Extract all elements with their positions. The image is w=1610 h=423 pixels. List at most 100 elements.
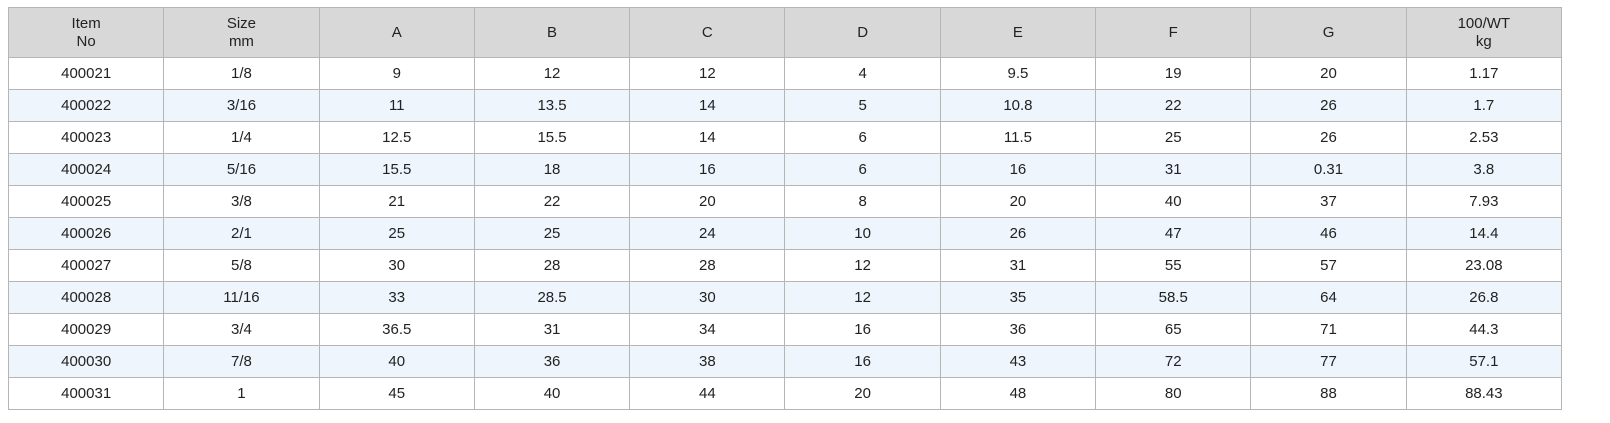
header-cell: Size mm	[163, 7, 320, 58]
table-cell: 10	[784, 217, 941, 250]
table-row: 400030 7/8 40 36 38 16 43 72 77 57.1	[7, 345, 1563, 378]
table-row: 400029 3/4 36.5 31 34 16 36 65 71 44.3	[7, 313, 1563, 346]
table-cell: 16	[939, 153, 1097, 186]
table-cell: 88	[1250, 377, 1407, 410]
header-text: G	[1322, 23, 1335, 41]
header-cell: Item No	[7, 7, 165, 58]
table-cell: 14	[629, 89, 786, 122]
table-cell: 400024	[7, 153, 165, 186]
header-text: C	[701, 23, 713, 41]
table-cell: 46	[1250, 217, 1407, 250]
table-cell: 44	[629, 377, 786, 410]
table-row: 400022 3/16 11 13.5 14 5 10.8 22 26 1.7	[7, 89, 1563, 122]
table-cell: 80	[1095, 377, 1252, 410]
table-cell: 14	[629, 121, 786, 154]
table-row: 400027 5/8 30 28 28 12 31 55 57 23.08	[7, 249, 1563, 282]
table-cell: 12	[784, 281, 941, 314]
table-cell: 20	[939, 185, 1097, 218]
table-cell: 22	[1095, 89, 1252, 122]
header-text: A	[391, 23, 402, 41]
header-cell: A	[318, 7, 475, 58]
table-row: 400024 5/16 15.5 18 16 6 16 31 0.31 3.8	[7, 153, 1563, 186]
table-cell: 400025	[7, 185, 165, 218]
table-cell: 20	[1250, 57, 1407, 90]
table-cell: 3/16	[163, 89, 320, 122]
table-cell: 47	[1095, 217, 1252, 250]
table-cell: 65	[1095, 313, 1252, 346]
table-cell: 23.08	[1405, 249, 1563, 282]
header-cell: E	[939, 7, 1097, 58]
table-head: Item No Size mm A B C D E F G 100/WT kg	[7, 7, 1563, 58]
table-cell: 3/8	[163, 185, 320, 218]
table-cell: 3/4	[163, 313, 320, 346]
table-cell: 28.5	[473, 281, 631, 314]
table-cell: 11/16	[163, 281, 320, 314]
table-row: 400025 3/8 21 22 20 8 20 40 37 7.93	[7, 185, 1563, 218]
table-cell: 30	[318, 249, 475, 282]
table-cell: 26	[939, 217, 1097, 250]
table-cell: 3.8	[1405, 153, 1563, 186]
table-cell: 1.17	[1405, 57, 1563, 90]
table-cell: 8	[784, 185, 941, 218]
header-text: F	[1168, 23, 1178, 41]
table-row: 400031 1 45 40 44 20 48 80 88 88.43	[7, 377, 1563, 410]
table-cell: 33	[318, 281, 475, 314]
table-cell: 10.8	[939, 89, 1097, 122]
table-cell: 88.43	[1405, 377, 1563, 410]
table-cell: 77	[1250, 345, 1407, 378]
table-cell: 40	[318, 345, 475, 378]
header-text: D	[857, 23, 869, 41]
table-cell: 28	[629, 249, 786, 282]
table-cell: 1/4	[163, 121, 320, 154]
table-cell: 20	[629, 185, 786, 218]
table-cell: 25	[1095, 121, 1252, 154]
table-cell: 18	[473, 153, 631, 186]
header-cell: 100/WT kg	[1405, 7, 1563, 58]
table-cell: 48	[939, 377, 1097, 410]
table-cell: 64	[1250, 281, 1407, 314]
header-cell: B	[473, 7, 631, 58]
table-cell: 400022	[7, 89, 165, 122]
table-cell: 30	[629, 281, 786, 314]
header-text: B	[547, 23, 558, 41]
table-cell: 45	[318, 377, 475, 410]
header-text: mm	[228, 32, 254, 50]
table-cell: 16	[784, 313, 941, 346]
table-cell: 7.93	[1405, 185, 1563, 218]
table-cell: 400026	[7, 217, 165, 250]
table-cell: 58.5	[1095, 281, 1252, 314]
table-cell: 22	[473, 185, 631, 218]
table-cell: 15.5	[318, 153, 475, 186]
table-cell: 57	[1250, 249, 1407, 282]
table-cell: 5/8	[163, 249, 320, 282]
table-cell: 1.7	[1405, 89, 1563, 122]
table-cell: 31	[1095, 153, 1252, 186]
table-cell: 38	[629, 345, 786, 378]
table-cell: 1	[163, 377, 320, 410]
table-cell: 15.5	[473, 121, 631, 154]
table-cell: 2/1	[163, 217, 320, 250]
table-cell: 400031	[7, 377, 165, 410]
table-cell: 400021	[7, 57, 165, 90]
table-cell: 21	[318, 185, 475, 218]
table-cell: 6	[784, 121, 941, 154]
table-cell: 31	[473, 313, 631, 346]
table-cell: 57.1	[1405, 345, 1563, 378]
table-cell: 25	[318, 217, 475, 250]
table-cell: 14.4	[1405, 217, 1563, 250]
header-text: No	[76, 32, 96, 50]
table-cell: 28	[473, 249, 631, 282]
table-cell: 0.31	[1250, 153, 1407, 186]
table-cell: 12	[784, 249, 941, 282]
header-text: 100/WT	[1457, 14, 1511, 32]
table-cell: 1/8	[163, 57, 320, 90]
table-cell: 25	[473, 217, 631, 250]
table-cell: 12	[473, 57, 631, 90]
header-cell: C	[629, 7, 786, 58]
table-cell: 72	[1095, 345, 1252, 378]
table-cell: 2.53	[1405, 121, 1563, 154]
table-cell: 400029	[7, 313, 165, 346]
table-cell: 7/8	[163, 345, 320, 378]
table-cell: 71	[1250, 313, 1407, 346]
